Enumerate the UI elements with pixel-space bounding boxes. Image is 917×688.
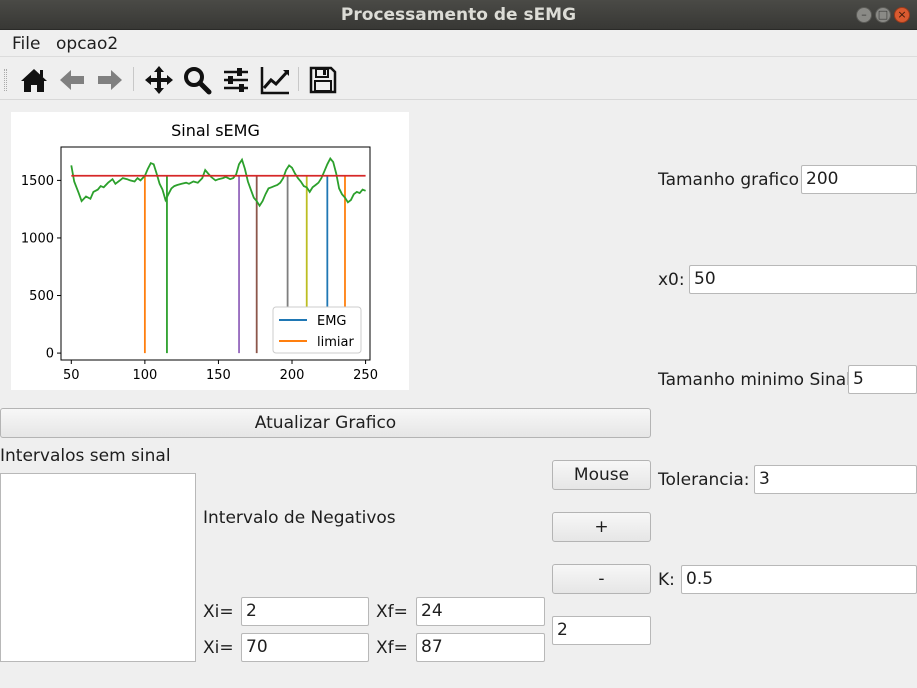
close-icon[interactable]: ×	[894, 7, 910, 23]
min-signal-size-input[interactable]: 5	[848, 365, 917, 394]
y-tick-label: 1000	[21, 231, 54, 246]
minus-button[interactable]: -	[552, 564, 651, 594]
toolbar-separator	[298, 67, 299, 91]
intervals-list[interactable]	[0, 473, 196, 662]
y-tick-label: 0	[46, 347, 54, 362]
legend-label: limiar	[317, 335, 354, 350]
k-label: K:	[658, 570, 675, 590]
menu-opcao2[interactable]: opcao2	[56, 34, 119, 54]
xf-label-1: Xf=	[376, 602, 408, 622]
negative-interval-label: Intervalo de Negativos	[203, 508, 396, 528]
toolbar-grip[interactable]	[4, 69, 7, 91]
step-input[interactable]: 2	[552, 616, 651, 645]
y-tick-label: 1500	[21, 174, 54, 189]
intervals-without-signal-label: Intervalos sem sinal	[0, 446, 171, 466]
semg-plot[interactable]: Sinal sEMG 50 100 150 200 250 0 500 1000 1500 EMG l…	[11, 112, 409, 390]
xi-input-1[interactable]: 2	[241, 597, 369, 626]
xi-label-1: Xi=	[203, 602, 234, 622]
graph-size-input[interactable]: 200	[801, 165, 917, 194]
menu-bar: File opcao2	[0, 30, 917, 56]
chart-title: Sinal sEMG	[171, 121, 260, 140]
x0-input[interactable]: 50	[689, 265, 917, 294]
window-title: Processamento de sEMG	[340, 5, 577, 25]
x-tick-label: 150	[206, 368, 231, 383]
graph-size-label: Tamanho grafico	[658, 170, 799, 190]
xi-label-2: Xi=	[203, 638, 234, 658]
tolerance-input[interactable]: 3	[754, 465, 917, 494]
pan-move-icon[interactable]	[143, 64, 175, 96]
x0-label: x0:	[658, 270, 685, 290]
x-tick-label: 50	[63, 368, 80, 383]
y-tick-label: 500	[29, 289, 54, 304]
plot-axes-frame	[60, 146, 371, 361]
emg-series-line	[70, 156, 366, 208]
update-plot-button[interactable]: Atualizar Grafico	[0, 408, 651, 438]
maximize-icon[interactable]: □	[875, 7, 891, 23]
xf-label-2: Xf=	[376, 638, 408, 658]
xi-input-2[interactable]: 70	[241, 633, 369, 662]
min-signal-size-label: Tamanho minimo Sinal	[658, 370, 851, 390]
xf-input-2[interactable]: 87	[416, 633, 545, 662]
mouse-button[interactable]: Mouse	[552, 460, 651, 490]
k-input[interactable]: 0.5	[681, 565, 917, 594]
save-floppy-icon[interactable]	[307, 64, 339, 96]
x-tick-label: 200	[280, 368, 305, 383]
tolerance-label: Tolerancia:	[658, 470, 750, 490]
edit-axis-icon[interactable]	[259, 64, 291, 96]
toolbar	[0, 56, 917, 100]
back-arrow-icon[interactable]	[56, 64, 88, 96]
toolbar-separator	[133, 67, 134, 91]
legend-label: EMG	[317, 314, 347, 329]
zoom-magnifier-icon[interactable]	[181, 64, 213, 96]
xf-input-1[interactable]: 24	[416, 597, 545, 626]
x-tick-label: 100	[132, 368, 157, 383]
configure-subplots-icon[interactable]	[220, 64, 252, 96]
plus-button[interactable]: +	[552, 512, 651, 542]
title-bar: Processamento de sEMG – □ ×	[0, 0, 917, 30]
forward-arrow-icon[interactable]	[94, 64, 126, 96]
home-icon[interactable]	[18, 64, 50, 96]
semg-chart-svg: Sinal sEMG 50 100 150 200 250 0 500 1000 1500 EMG l…	[21, 121, 378, 383]
minimize-icon[interactable]: –	[856, 7, 872, 23]
x-tick-label: 250	[353, 368, 378, 383]
menu-file[interactable]: File	[12, 34, 41, 54]
